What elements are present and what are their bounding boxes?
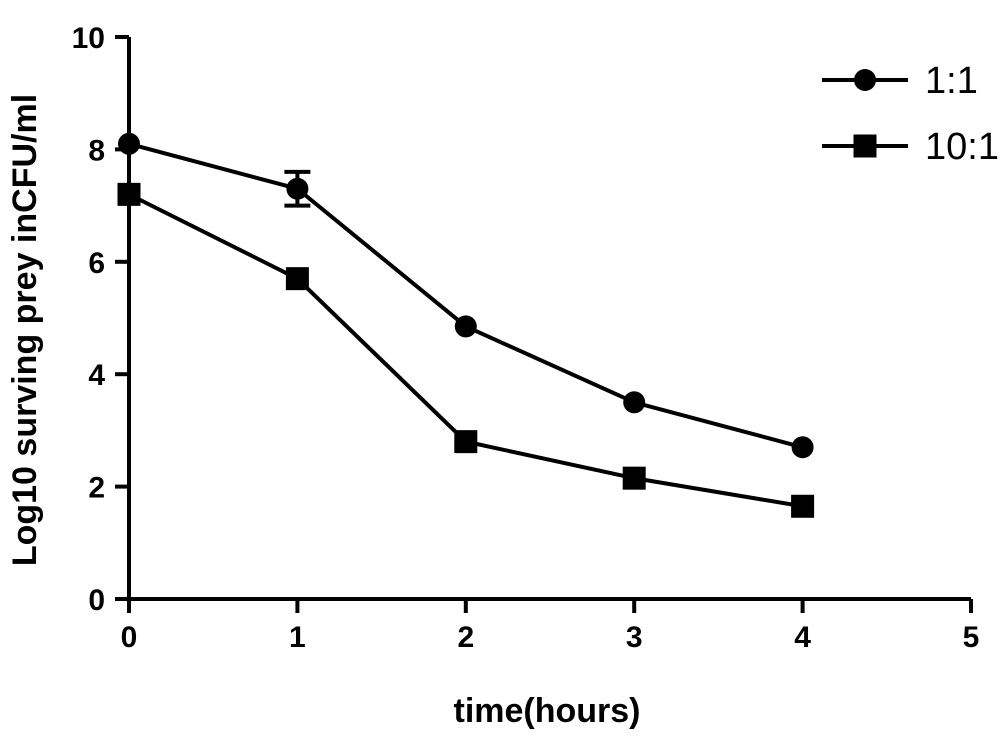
legend-label: 1:1: [925, 60, 978, 102]
x-tick-label: 5: [963, 621, 980, 654]
legend-label: 10:1: [925, 126, 999, 168]
data-point: [623, 391, 646, 414]
x-tick-label: 4: [794, 621, 811, 654]
legend-marker: [853, 134, 877, 158]
data-point: [622, 466, 646, 490]
data-point: [791, 436, 814, 459]
x-tick-label: 3: [626, 621, 643, 654]
series-line: [128, 192, 803, 509]
y-axis-title: Log10 surving prey inCFU/ml: [6, 94, 44, 566]
data-point: [791, 494, 815, 518]
axes: 0 1 2 3 4 5 0 2 4 6 8 10: [72, 22, 980, 654]
x-tick-label: 2: [457, 621, 474, 654]
series-line: [128, 141, 804, 450]
data-point: [454, 430, 478, 454]
series-square: [117, 182, 815, 518]
plot-area: [117, 132, 815, 518]
x-tick-label: 0: [121, 621, 138, 654]
series-circle: [118, 132, 814, 459]
data-point: [286, 177, 309, 200]
x-tick-label: 1: [289, 621, 306, 654]
y-tick-label: 6: [88, 247, 105, 280]
legend-marker: [854, 69, 876, 91]
data-point: [285, 267, 309, 291]
data-point: [454, 315, 477, 338]
y-tick-label: 4: [88, 359, 105, 392]
legend: 1:1 10:1: [822, 60, 999, 168]
y-tick-label: 0: [88, 584, 105, 617]
x-axis-title: time(hours): [454, 692, 641, 730]
legend-item: 10:1: [822, 126, 999, 168]
y-tick-label: 2: [88, 472, 105, 505]
y-tick-label: 10: [72, 22, 105, 55]
legend-item: 1:1: [822, 60, 978, 102]
y-tick-label: 8: [88, 134, 105, 167]
